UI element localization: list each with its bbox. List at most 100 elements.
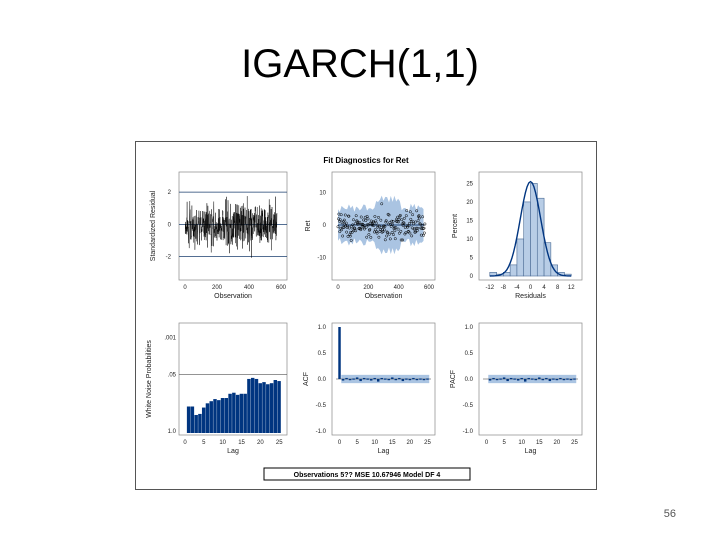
data-point	[377, 215, 380, 219]
histogram-bar	[536, 197, 545, 277]
data-point	[387, 232, 391, 236]
x-axis-label: Lag	[525, 448, 537, 455]
x-tick-label: 400	[394, 285, 405, 291]
data-point	[358, 221, 362, 225]
white-noise-bar	[266, 384, 270, 433]
footer-box	[263, 467, 471, 481]
x-tick-label: 25	[571, 440, 578, 446]
data-point	[387, 213, 391, 217]
x-tick-label: -4	[514, 285, 520, 291]
data-point	[412, 222, 415, 226]
pacf-bar	[548, 379, 552, 382]
data-point	[399, 238, 403, 242]
y-axis-label: Percent	[452, 214, 459, 238]
data-point	[396, 215, 400, 219]
data-point	[367, 223, 370, 227]
pacf-bar	[573, 378, 576, 380]
white-noise-bar	[201, 407, 206, 433]
y-tick-label: 2	[168, 190, 172, 196]
y-tick-label: 0.0	[465, 377, 474, 383]
pacf-bar	[552, 378, 555, 380]
data-point	[346, 224, 350, 228]
data-point	[384, 219, 388, 223]
acf-bar	[352, 378, 355, 380]
x-tick-label: 0	[485, 440, 489, 446]
y-tick-label: 15	[466, 218, 473, 224]
acf-bar	[380, 377, 383, 380]
data-point	[338, 218, 342, 222]
data-point	[397, 231, 401, 235]
data-point	[339, 213, 343, 217]
x-tick-label: 10	[371, 440, 378, 446]
x-tick-label: 5	[202, 440, 206, 446]
data-point	[347, 226, 351, 230]
data-point	[380, 202, 384, 206]
data-point	[411, 213, 415, 217]
x-tick-label: 10	[219, 440, 226, 446]
data-point	[418, 222, 422, 226]
diagnostics-figure: Fit Diagnostics for Ret 0 200 400 600 2 0 -2 Ob…	[135, 141, 597, 490]
x-tick-label: 8	[556, 285, 560, 291]
pacf-bar	[499, 378, 502, 380]
y-tick-label: 10	[319, 190, 326, 196]
white-noise-bar	[209, 401, 213, 433]
x-tick-label: 20	[554, 440, 561, 446]
pacf-bar	[569, 379, 573, 381]
white-noise-bar	[262, 382, 266, 433]
data-point	[344, 221, 348, 225]
data-point	[408, 210, 412, 214]
x-tick-label: 25	[424, 440, 431, 446]
acf-bar	[341, 379, 345, 381]
x-tick-label: 15	[536, 440, 543, 446]
x-tick-label: 0	[183, 440, 187, 446]
data-point	[396, 227, 400, 231]
pacf-bar	[520, 377, 523, 380]
data-point	[342, 218, 346, 222]
pacf-bar	[516, 379, 520, 381]
white-noise-bar	[205, 403, 210, 433]
acf-bar	[422, 379, 426, 381]
y-tick-label: 0.5	[318, 351, 327, 357]
x-tick-label: 5	[355, 440, 359, 446]
y-tick-label: 0.0	[318, 377, 327, 383]
y-axis-label: PACF	[450, 370, 457, 388]
data-point	[352, 218, 355, 222]
pacf-bar	[566, 378, 569, 380]
x-tick-label: 200	[363, 285, 374, 291]
pacf-bar	[534, 379, 538, 381]
data-point	[402, 216, 406, 220]
x-tick-label: 15	[238, 440, 245, 446]
white-noise-bar	[258, 383, 262, 433]
white-noise-bar	[250, 377, 255, 433]
data-point	[410, 234, 414, 238]
data-point	[381, 230, 385, 234]
data-point	[349, 238, 353, 242]
x-tick-label: 20	[257, 440, 264, 446]
x-tick-label: 0	[529, 285, 533, 291]
data-point	[393, 237, 397, 241]
white-noise-bar	[247, 378, 251, 433]
y-tick-label: .05	[168, 373, 177, 379]
y-tick-label: -2	[166, 255, 172, 261]
y-tick-label: -0.5	[463, 403, 474, 409]
pacf-bar	[538, 377, 541, 379]
acf-bar	[373, 377, 376, 380]
data-point	[400, 218, 404, 222]
y-tick-label: -0.5	[316, 403, 327, 409]
data-point	[347, 214, 351, 218]
data-point	[366, 217, 370, 221]
x-tick-label: 600	[276, 285, 287, 291]
y-axis-label: Ret	[305, 221, 312, 232]
pacf-bar	[513, 378, 516, 380]
white-noise-bar	[254, 378, 259, 433]
pacf-bar	[527, 377, 530, 380]
histogram-bar	[516, 238, 525, 277]
data-point	[423, 222, 427, 226]
white-noise-bar	[273, 380, 278, 433]
histogram-bar	[509, 264, 518, 277]
data-point	[373, 215, 377, 218]
data-point	[402, 221, 405, 225]
data-point	[394, 226, 398, 230]
data-point	[362, 227, 366, 231]
y-tick-label: 0	[323, 223, 327, 229]
